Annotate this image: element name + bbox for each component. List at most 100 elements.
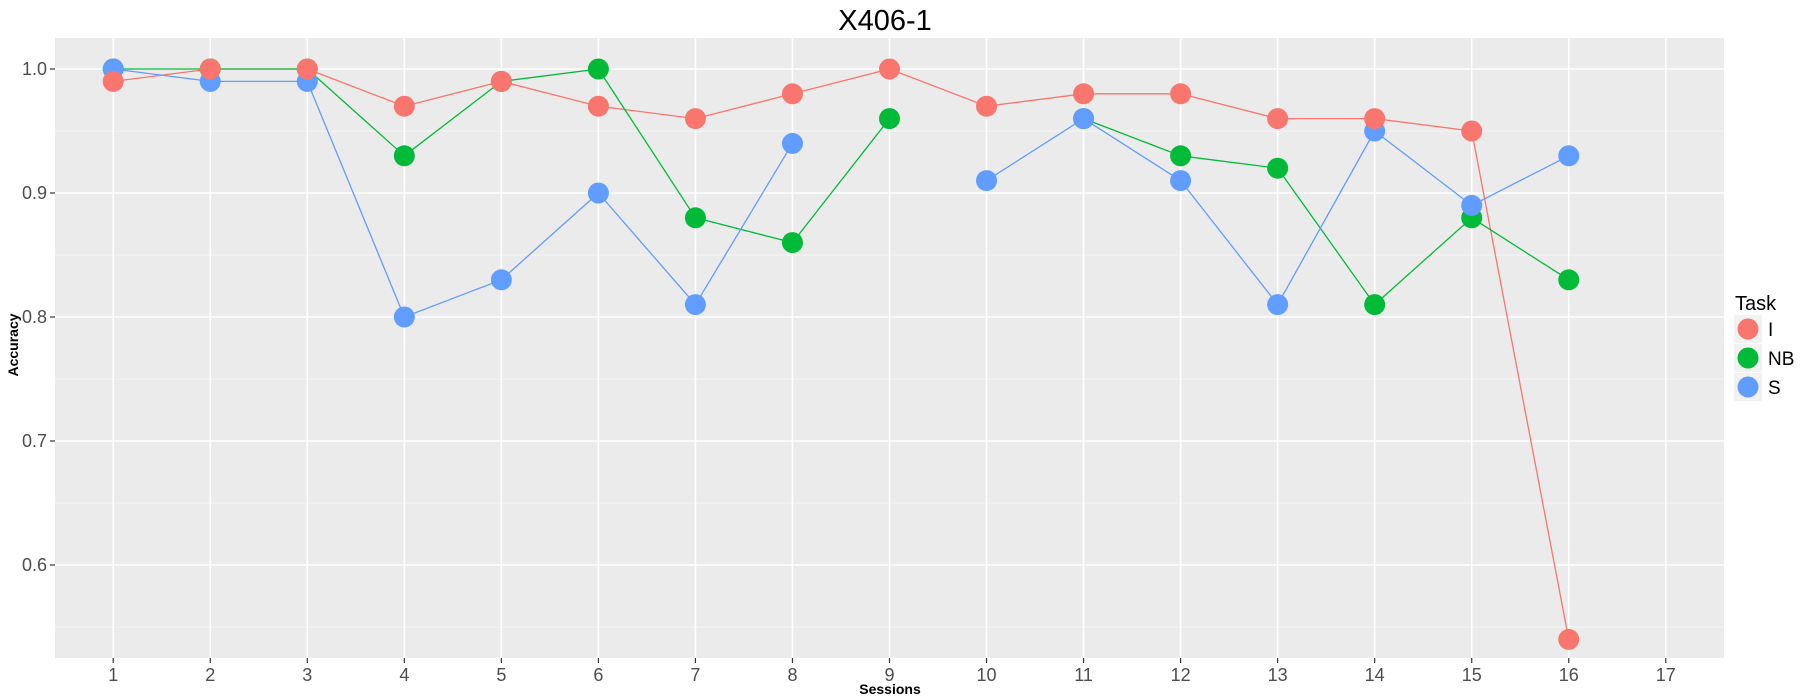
x-tick-label: 7 (690, 665, 700, 685)
legend-label-i: I (1768, 320, 1773, 341)
series-line-nb (1083, 117, 1181, 157)
x-tick-label: 4 (399, 665, 409, 685)
series-line-nb (1277, 167, 1376, 305)
data-point-i (1073, 83, 1095, 105)
series-line-s (500, 192, 599, 281)
data-point-i (393, 95, 415, 117)
data-point-nb (879, 108, 900, 130)
y-axis: 0.6 0.7 0.8 0.9 1.0 (22, 59, 55, 575)
legend-title: Task (1735, 293, 1777, 315)
data-point-i (976, 95, 998, 117)
legend-items: I NB S (1734, 315, 1794, 401)
x-tick-label: 9 (884, 665, 894, 685)
data-point-nb (781, 232, 803, 254)
series-line-s (1374, 130, 1473, 206)
data-point-nb (393, 145, 415, 167)
series-line-s (694, 143, 794, 305)
series-line-s (306, 81, 405, 318)
x-tick-label: 10 (977, 665, 997, 685)
major-gridlines (55, 38, 1724, 658)
series-line-nb (501, 68, 599, 83)
data-point-nb (587, 58, 609, 80)
data-point-nb (1558, 269, 1580, 291)
legend-swatch-i (1737, 318, 1759, 340)
x-tick-label: 8 (787, 665, 797, 685)
series-line-i (1471, 130, 1570, 640)
legend-swatch-s (1737, 376, 1759, 398)
data-point-i (1364, 108, 1386, 130)
data-point-i (1558, 628, 1580, 650)
series-points (102, 58, 1580, 650)
data-point-s (490, 269, 512, 291)
y-tick-label: 0.9 (22, 183, 47, 203)
series-lines (113, 68, 1570, 640)
data-point-i (490, 70, 512, 92)
data-point-i (879, 58, 900, 80)
series-line-nb (791, 118, 891, 244)
data-point-s (1461, 194, 1483, 216)
y-tick-label: 0.7 (22, 431, 47, 451)
series-line-nb (403, 80, 502, 157)
y-axis-label: Accuracy (5, 313, 21, 376)
series-line-s (1083, 118, 1181, 182)
series-line-i (1374, 117, 1472, 132)
data-point-i (102, 70, 124, 92)
series-line-s (597, 192, 696, 306)
x-tick-label: 5 (496, 665, 506, 685)
legend-label-s: S (1768, 378, 1781, 399)
series-line-i (889, 68, 987, 107)
series-line-i (404, 80, 502, 107)
x-tick-label: 15 (1462, 665, 1482, 685)
series-line-i (792, 68, 890, 95)
x-tick-label: 16 (1559, 665, 1579, 685)
data-point-nb (684, 207, 706, 229)
data-point-i (1267, 108, 1289, 130)
series-line-s (113, 68, 211, 83)
series-line-nb (1374, 217, 1473, 306)
x-tick-label: 11 (1074, 665, 1093, 685)
data-point-s (1170, 170, 1192, 192)
data-point-nb (1364, 294, 1386, 316)
data-point-s (781, 132, 803, 154)
data-point-i (1170, 83, 1192, 105)
data-point-s (587, 182, 609, 204)
series-line-i (598, 105, 696, 120)
data-point-s (1558, 145, 1580, 167)
x-tick-label: 13 (1268, 665, 1288, 685)
data-point-s (684, 294, 706, 316)
data-point-nb (1267, 157, 1289, 179)
data-point-s (1073, 108, 1095, 130)
x-tick-label: 14 (1365, 665, 1385, 685)
series-line-i (307, 68, 405, 107)
x-tick-label: 12 (1171, 665, 1191, 685)
x-tick-label: 17 (1656, 665, 1676, 685)
chart-title: X406-1 (838, 5, 932, 37)
data-point-i (781, 83, 803, 105)
data-point-i (296, 58, 318, 80)
x-tick-label: 1 (108, 665, 118, 685)
y-tick-label: 0.6 (22, 555, 47, 575)
data-point-i (1461, 120, 1483, 142)
series-line-s (986, 118, 1084, 182)
series-line-nb (306, 68, 405, 157)
x-tick-label: 2 (205, 665, 215, 685)
series-line-nb (597, 68, 696, 219)
x-tick-label: 3 (302, 665, 312, 685)
series-line-i (501, 80, 599, 107)
x-tick-label: 6 (593, 665, 603, 685)
data-point-s (1267, 294, 1289, 316)
data-point-s (393, 306, 415, 328)
legend-label-nb: NB (1768, 349, 1794, 370)
series-line-s (1471, 155, 1570, 206)
series-line-nb (1471, 217, 1570, 281)
legend-swatch-nb (1737, 347, 1759, 369)
y-tick-label: 1.0 (22, 59, 47, 79)
series-line-i (695, 93, 793, 120)
series-line-s (404, 279, 502, 318)
series-line-s (1180, 180, 1279, 306)
series-line-nb (695, 217, 793, 244)
legend: Task I NB S (1734, 293, 1794, 401)
x-axis: 1 2 3 4 5 6 7 8 9 10 11 12 13 14 15 16 17 (108, 658, 1676, 685)
data-point-nb (1170, 145, 1192, 167)
data-point-i (199, 58, 221, 80)
